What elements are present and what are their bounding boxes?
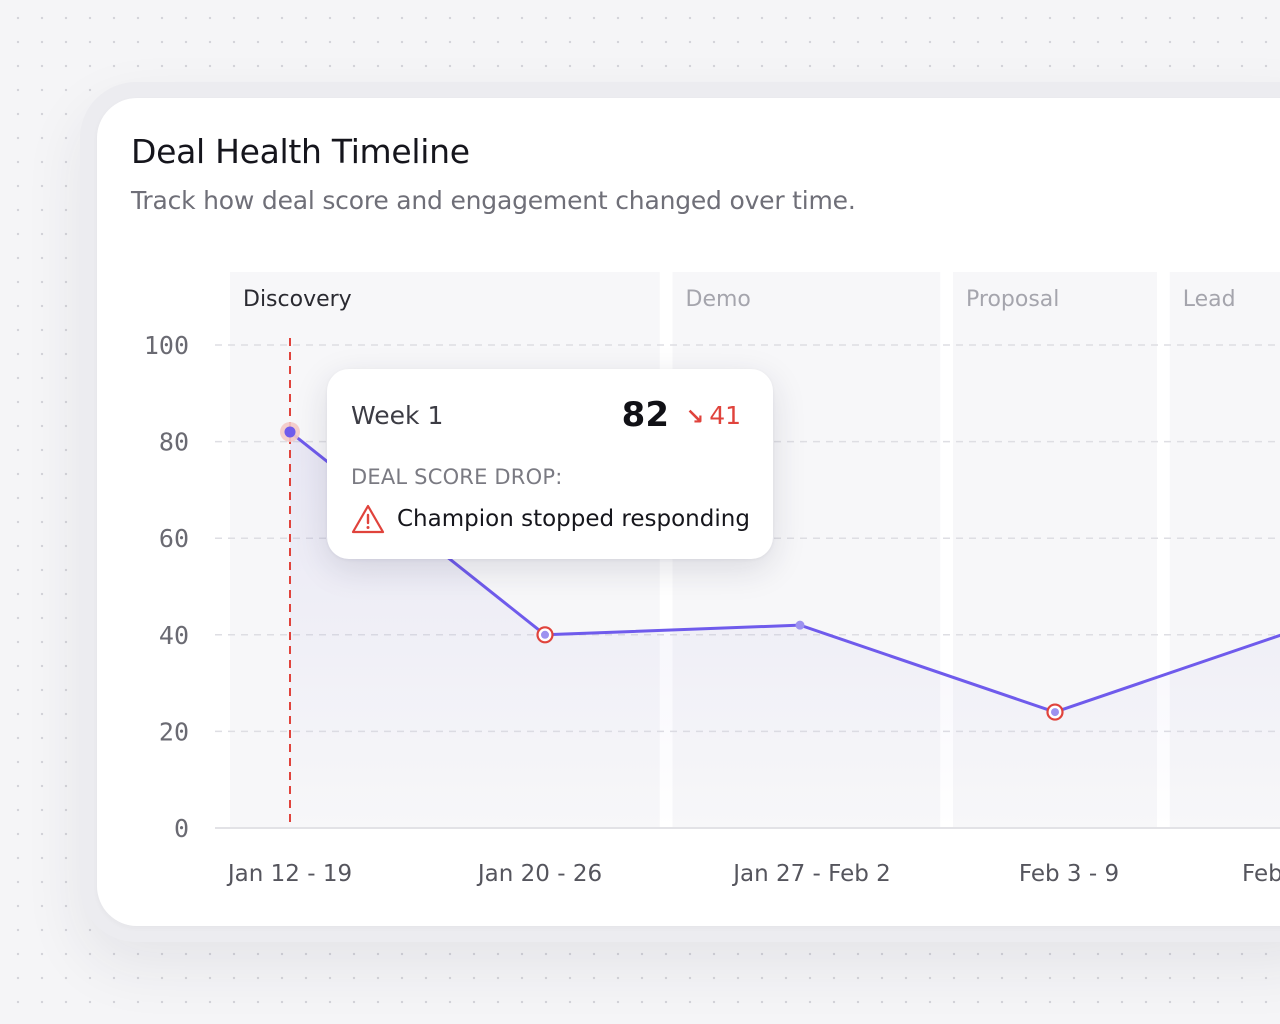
tooltip-score: 82 — [621, 395, 669, 435]
x-tick-label: Jan 20 - 26 — [476, 861, 602, 887]
page-title: Deal Health Timeline — [131, 132, 470, 171]
tooltip-label: DEAL SCORE DROP: — [351, 465, 563, 489]
y-tick-label: 80 — [159, 428, 189, 457]
data-point — [795, 620, 805, 630]
y-tick-label: 100 — [144, 331, 189, 360]
tooltip-reason: Champion stopped responding — [351, 503, 750, 535]
y-tick-label: 60 — [159, 524, 189, 553]
stage-label-discovery: Discovery — [243, 287, 352, 312]
deal-health-card: Deal Health Timeline Track how deal scor… — [97, 98, 1280, 926]
y-tick-label: 20 — [159, 717, 189, 746]
tooltip-delta-value: 41 — [709, 401, 741, 430]
x-tick-label: Feb 3 - 9 — [1019, 861, 1119, 887]
data-point-core — [1051, 708, 1059, 717]
y-tick-label: 0 — [174, 814, 189, 843]
tooltip-week: Week 1 — [351, 401, 444, 430]
arrow-down-right-icon: ↘ — [685, 405, 705, 430]
deal-health-chart: Discovery Demo Proposal Lead 0 20 40 60 80 100 J… — [144, 272, 1280, 887]
warning-icon — [351, 504, 385, 534]
data-point — [284, 426, 296, 438]
series-area — [290, 431, 1280, 828]
data-point-core — [541, 630, 549, 639]
tooltip-reason-text: Champion stopped responding — [397, 506, 750, 532]
x-tick-label: Jan 27 - Feb 2 — [731, 861, 891, 887]
data-tooltip: Week 1 82 ↘ 41 DEAL SCORE DROP: Champion … — [327, 369, 773, 559]
stage-label-lead: Lead — [1183, 287, 1236, 312]
stage-label-demo: Demo — [686, 287, 751, 312]
tooltip-delta: ↘ 41 — [686, 401, 741, 430]
x-tick-label: Jan 12 - 19 — [226, 861, 352, 887]
stage-label-proposal: Proposal — [966, 287, 1059, 312]
x-tick-label: Feb — [1242, 861, 1280, 887]
y-tick-label: 40 — [159, 621, 189, 650]
page-subtitle: Track how deal score and engagement chan… — [131, 186, 856, 215]
